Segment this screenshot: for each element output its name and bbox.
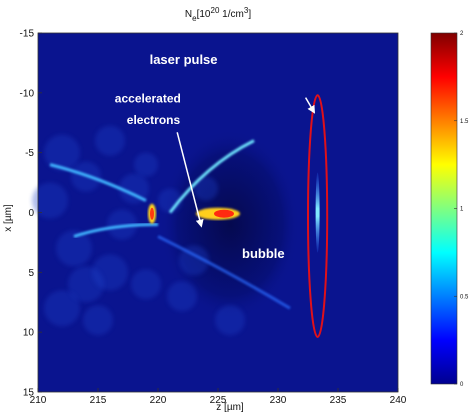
colorbar-tick-label: 1.5 bbox=[460, 119, 469, 125]
colorbar-ticks: 0 0.5 1 1.5 2 bbox=[454, 31, 469, 388]
x-tick-label: 210 bbox=[30, 395, 47, 406]
plasma-glow bbox=[68, 266, 104, 303]
x-axis-label: z [µm] bbox=[216, 402, 244, 413]
annotations: laser pulse accelerated electrons bubble bbox=[115, 52, 329, 338]
laser-beam bbox=[315, 172, 320, 253]
plot-area: laser pulse accelerated electrons bubble bbox=[32, 32, 399, 393]
lower-sheath bbox=[73, 222, 159, 238]
y-tick-label: 5 bbox=[28, 268, 34, 279]
colorbar-tick-label: 2 bbox=[460, 31, 464, 37]
x-tick-label: 230 bbox=[270, 395, 287, 406]
colorbar-tick-label: 0 bbox=[460, 382, 464, 388]
upper-sheath-left bbox=[49, 163, 147, 202]
plasma-glow bbox=[56, 230, 92, 267]
y-axis: -15 -10 -5 0 5 10 15 bbox=[20, 29, 42, 399]
electrons-label-line1: accelerated bbox=[115, 91, 181, 105]
x-axis: 210 215 220 225 230 235 240 bbox=[30, 388, 407, 406]
plasma-glow bbox=[44, 290, 80, 327]
bubble-label: bubble bbox=[242, 246, 285, 261]
x-tick-label: 220 bbox=[150, 395, 167, 406]
y-tick-label: 0 bbox=[28, 208, 34, 219]
y-tick-label: -10 bbox=[20, 88, 35, 99]
x-tick-label: 240 bbox=[390, 395, 407, 406]
x-tick-label: 235 bbox=[330, 395, 347, 406]
colorbar: 0 0.5 1 1.5 2 bbox=[430, 31, 469, 388]
colorbar-tick-label: 0.5 bbox=[460, 294, 469, 300]
plasma-glow bbox=[194, 176, 218, 201]
electron-bunch-core bbox=[214, 209, 234, 218]
plasma-glow bbox=[179, 245, 209, 276]
laser-pulse-label: laser pulse bbox=[150, 52, 218, 67]
plasma-glow bbox=[107, 209, 137, 240]
y-tick-label: -5 bbox=[25, 148, 34, 159]
plasma-glow bbox=[95, 125, 125, 156]
y-tick-label: -15 bbox=[20, 29, 35, 40]
laser-pulse-ellipse bbox=[307, 94, 329, 338]
electrons-arrow bbox=[176, 132, 204, 228]
plasma-glow bbox=[134, 152, 158, 177]
plasma-glow bbox=[119, 173, 149, 204]
colorbar-gradient bbox=[430, 32, 458, 385]
plasma-glow bbox=[167, 281, 197, 312]
plasma-density-map bbox=[32, 125, 320, 336]
electrons-label-line2: electrons bbox=[127, 113, 181, 127]
lower-trail bbox=[157, 235, 291, 310]
plasma-glow bbox=[83, 305, 113, 336]
x-tick-label: 215 bbox=[90, 395, 107, 406]
x-tick-label: 225 bbox=[210, 395, 227, 406]
y-tick-label: 15 bbox=[23, 388, 35, 399]
plasma-glow bbox=[131, 269, 161, 300]
plasma-glow bbox=[32, 182, 68, 219]
plasma-glow bbox=[44, 134, 80, 171]
plasma-glow bbox=[215, 305, 245, 336]
y-axis-label: x [µm] bbox=[3, 204, 14, 232]
injection-spike-core bbox=[150, 207, 154, 220]
colorbar-tick-label: 1 bbox=[460, 207, 464, 213]
chart-title: Ne[1020 1/cm3] bbox=[185, 6, 251, 23]
y-tick-label: 10 bbox=[23, 328, 35, 339]
laser-pulse-arrow bbox=[304, 97, 316, 114]
upper-sheath bbox=[168, 139, 255, 214]
